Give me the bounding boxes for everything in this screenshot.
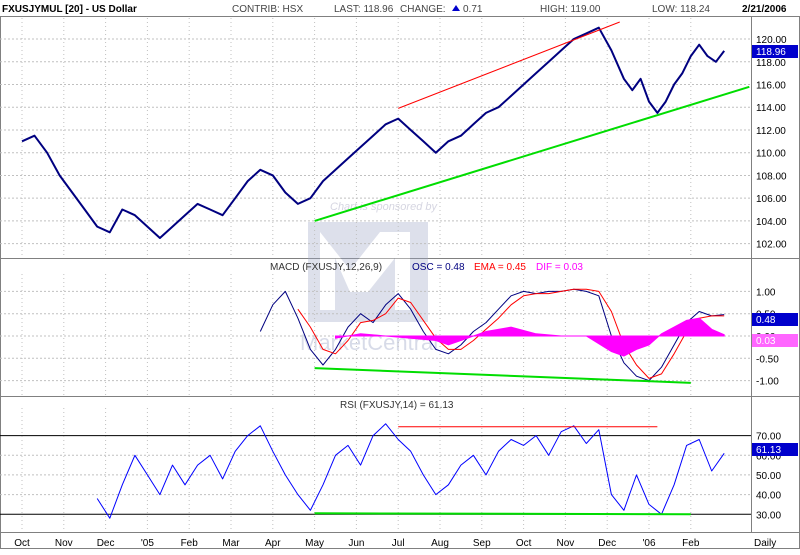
quote-header: FXUSJYMUL [20] - US Dollar CONTRIB: HSX … [2,4,787,15]
symbol-title: FXUSJYMUL [20] - US Dollar [2,4,137,15]
up-arrow-icon [452,5,460,11]
x-tick-label: Apr [265,538,281,549]
price-last-box [752,45,798,58]
price-series [21,26,725,239]
high-label: HIGH: 119.00 [540,4,601,15]
y-tick-label: 30.00 [756,510,781,521]
sponsor-brand: MarketCentral [300,330,438,355]
rsi-series [96,423,725,519]
macd-trendlines [314,367,691,384]
rsi-support-line [314,512,691,516]
price-last-tag: 118.96 [752,45,798,58]
sponsor-watermark: Chart is sponsored by MarketCentral [300,201,438,355]
x-tick-label: Mar [222,538,240,549]
macd-title: MACD (FXUSJY,12,26,9) [270,262,382,273]
macd-dif-box [752,334,798,347]
rsi-value-box [752,443,798,456]
sponsor-text: Chart is sponsored by [330,201,438,213]
macd-legend-osc: OSC = 0.48 [412,262,465,273]
macd-osc-line [259,288,725,382]
y-tick-label: 70.00 [756,432,781,443]
price-line [21,26,725,239]
macd-legend-dif: DIF = 0.03 [536,262,583,273]
rsi-axis: 70.00 60.00 50.00 40.00 30.00 [756,432,781,522]
period-label: Daily [754,538,776,549]
x-tick-label: Feb [181,538,199,549]
y-tick-label: 106.00 [756,194,787,205]
rsi-value: 61.13 [756,445,781,456]
macd-dif-histogram [335,317,725,357]
x-tick-label: Dec [598,538,616,549]
contrib-label: CONTRIB: HSX [232,4,303,15]
x-tick-label: Nov [55,538,73,549]
x-tick-label: Jul [392,538,405,549]
macd-ema-line [297,288,725,379]
quote-date: 2/21/2006 [742,4,787,15]
support-trendline [314,85,750,222]
x-tick-label: Aug [431,538,449,549]
rsi-title: RSI (FXUSJY,14) = 61.13 [340,400,454,411]
x-tick-label: '05 [141,538,154,549]
x-tick-label: Oct [14,538,30,549]
macd-support-line [314,367,691,384]
rsi-tag: 61.13 [752,443,798,456]
rsi-trendlines [314,426,691,516]
y-tick-label: 116.00 [756,81,786,92]
y-tick-label: 40.00 [756,491,781,502]
macd-dif-tag: 0.03 [752,334,798,347]
x-tick-label: Jun [348,538,364,549]
y-tick-label: 1.00 [756,287,776,298]
low-label: LOW: 118.24 [652,4,710,15]
y-tick-label: 102.00 [756,240,787,251]
resistance-trendline [398,21,620,109]
macd-osc-tag: 0.48 [752,313,798,326]
y-tick-label: -0.50 [756,354,779,365]
macd-dif-value: 0.03 [756,336,776,347]
y-tick-label: 110.00 [756,149,786,160]
y-tick-label: 120.00 [756,35,787,46]
macd-osc-box [752,313,798,326]
change-label: CHANGE: [400,4,446,15]
sponsor-logo-mark [320,232,410,310]
macd-series [259,288,725,382]
macd-osc-value: 0.48 [756,315,776,326]
y-tick-label: -1.00 [756,377,779,388]
x-tick-label: Nov [557,538,575,549]
time-axis: Oct Nov Dec '05 Feb Mar Apr May Jun Jul Aug Sep Oct N… [14,538,700,549]
y-tick-label: 108.00 [756,171,787,182]
x-tick-label: May [305,538,324,549]
price-axis: 102.00 104.00 106.00 108.00 110.00 112.00 114.… [756,35,787,251]
y-tick-label: 60.00 [756,451,781,462]
x-tick-label: Sep [473,538,491,549]
x-tick-label: Feb [682,538,700,549]
x-tick-label: Oct [516,538,532,549]
y-tick-label: 114.00 [756,103,786,114]
last-label: LAST: 118.96 [334,4,394,15]
price-trendlines [314,21,750,222]
y-tick-label: 50.00 [756,471,781,482]
change-value: 0.71 [463,4,483,15]
y-tick-label: 104.00 [756,217,787,228]
x-tick-label: Dec [97,538,115,549]
macd-legend-ema: EMA = 0.45 [474,262,526,273]
price-last-value: 118.96 [756,47,786,58]
rsi-line [96,423,725,519]
y-tick-label: 112.00 [756,126,786,137]
y-tick-label: 118.00 [756,58,786,69]
x-tick-label: '06 [642,538,655,549]
price-gridlines [0,18,751,257]
